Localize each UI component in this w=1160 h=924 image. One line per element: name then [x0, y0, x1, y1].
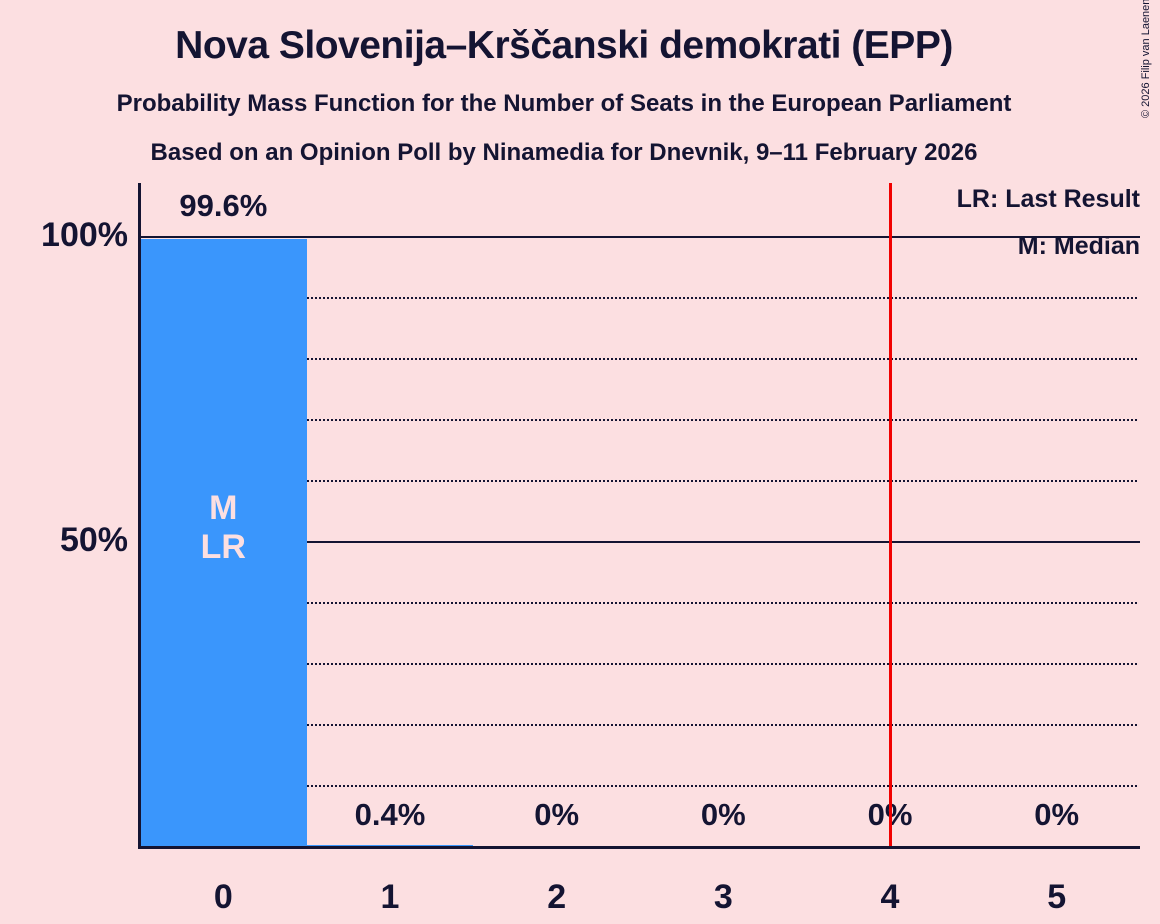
x-axis-tick-5: 5: [1047, 878, 1067, 916]
gridline-solid-50pct: [140, 541, 1140, 543]
value-label-0: 99.6%: [179, 188, 268, 223]
x-axis-tick-4: 4: [880, 878, 900, 916]
bar-annotation-line: LR: [200, 528, 246, 566]
gridline-dotted-70pct: [140, 419, 1137, 421]
legend-last-result: LR: Last Result: [956, 185, 1140, 213]
gridline-solid-100pct: [140, 236, 1140, 238]
x-axis-tick-2: 2: [547, 878, 567, 916]
gridline-dotted-10pct: [140, 785, 1137, 787]
chart-source-line: Based on an Opinion Poll by Ninamedia fo…: [150, 139, 978, 166]
y-axis-tick-100: 100%: [41, 216, 128, 254]
gridline-dotted-80pct: [140, 358, 1137, 360]
bar-annotation-line: M: [209, 489, 238, 527]
last-result-line: [888, 183, 892, 847]
value-label-3: 0%: [700, 797, 746, 832]
x-axis-tick-0: 0: [213, 878, 233, 916]
gridline-dotted-60pct: [140, 480, 1137, 482]
gridline-dotted-90pct: [140, 297, 1137, 299]
gridline-dotted-30pct: [140, 663, 1137, 665]
gridline-dotted-20pct: [140, 724, 1137, 726]
x-axis-tick-1: 1: [380, 878, 400, 916]
value-label-2: 0%: [534, 797, 580, 832]
chart-title: Nova Slovenija–Krščanski demokrati (EPP): [175, 24, 953, 67]
median-last-result-annotation: M LR: [140, 489, 307, 567]
gridline-dotted-40pct: [140, 602, 1137, 604]
bar-seats-0: [140, 239, 307, 847]
x-axis-line: [137, 845, 1140, 849]
x-axis-tick-3: 3: [713, 878, 733, 916]
y-axis-line: [137, 183, 141, 848]
copyright-notice: © 2026 Filip van Laenen: [1140, 0, 1152, 118]
chart-subtitle: Probability Mass Function for the Number…: [116, 90, 1012, 117]
y-axis-tick-50: 50%: [59, 521, 128, 559]
value-label-1: 0.4%: [354, 797, 426, 832]
value-label-5: 0%: [1034, 797, 1080, 832]
